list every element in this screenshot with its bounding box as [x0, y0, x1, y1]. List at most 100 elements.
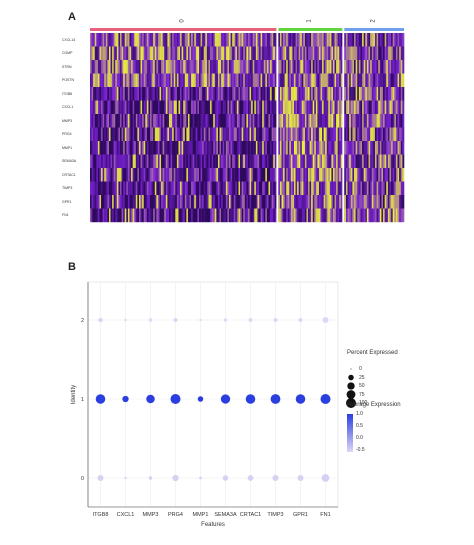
heatmap-cell [127, 114, 130, 128]
heatmap-cell [203, 168, 206, 182]
heatmap-cell [145, 100, 148, 115]
heatmap-cell [259, 33, 261, 47]
heatmap-cell [113, 141, 116, 155]
heatmap-cell [216, 87, 219, 101]
heatmap-cell [304, 87, 307, 101]
heatmap-cell [394, 60, 397, 74]
heatmap-cell [211, 114, 214, 128]
heatmap-cell [274, 168, 277, 182]
heatmap-cell [284, 46, 287, 61]
heatmap-cell [255, 73, 258, 88]
heatmap-cell [252, 46, 255, 61]
heatmap-cell [140, 60, 143, 74]
heatmap-cell [102, 46, 105, 61]
heatmap-cell [225, 208, 228, 223]
heatmap-cell [274, 100, 277, 115]
heatmap-cell [112, 154, 114, 169]
heatmap-cell [273, 46, 276, 61]
heatmap-cell [279, 195, 282, 209]
heatmap-cell [244, 127, 247, 142]
heatmap-cell [363, 114, 366, 128]
gene-label-strn: STRN [62, 64, 72, 69]
heatmap-cell [315, 100, 318, 115]
heatmap-cell [249, 100, 252, 115]
heatmap-cell [381, 181, 384, 196]
heatmap-cell [154, 127, 157, 142]
heatmap-cell [199, 208, 201, 223]
heatmap-cell [210, 141, 212, 155]
heatmap-cell [127, 33, 130, 47]
heatmap-cell [240, 141, 242, 155]
heatmap-cell [156, 195, 159, 209]
heatmap-cell [349, 100, 352, 115]
heatmap-cell [203, 127, 206, 142]
heatmap-cell [105, 33, 108, 47]
heatmap-cell [295, 168, 298, 182]
heatmap-cell [249, 195, 252, 209]
heatmap-cell [121, 195, 124, 209]
heatmap-cell [213, 60, 216, 74]
heatmap-cell [391, 195, 394, 209]
heatmap-cell [292, 87, 295, 101]
heatmap-cell [101, 73, 103, 88]
heatmap-cell [241, 73, 244, 88]
heatmap-cell [208, 46, 211, 61]
heatmap-cell [266, 168, 269, 182]
heatmap-cell [363, 46, 366, 61]
heatmap-cell [107, 73, 110, 88]
heatmap-cell [229, 141, 231, 155]
heatmap-cell [323, 114, 326, 128]
heatmap-cell [349, 46, 352, 61]
heatmap-cell [402, 46, 405, 61]
heatmap-cell [278, 181, 281, 196]
heatmap-cell [123, 127, 126, 142]
x-tick-label-mmp3: MMP3 [143, 512, 159, 518]
heatmap-cell [383, 100, 385, 115]
heatmap-cell [183, 87, 186, 101]
heatmap-cell [241, 208, 244, 223]
heatmap-cell [360, 60, 363, 74]
heatmap-cell [173, 87, 176, 101]
heatmap-cell [189, 46, 192, 61]
heatmap-cell [161, 87, 163, 101]
heatmap-cell [178, 181, 181, 196]
heatmap-cell [168, 33, 171, 47]
heatmap-cell [362, 181, 364, 196]
heatmap-cell [170, 114, 173, 128]
heatmap-cell [241, 46, 244, 61]
heatmap-cell [90, 60, 92, 74]
heatmap-cell [217, 60, 220, 74]
heatmap-cell [167, 46, 170, 61]
heatmap-cell [273, 181, 276, 196]
heatmap-cell [113, 100, 116, 115]
heatmap-cell [368, 181, 371, 196]
heatmap-cell [274, 181, 277, 196]
heatmap-cell [143, 127, 146, 142]
heatmap-cell [306, 181, 309, 196]
heatmap-cell [183, 181, 186, 196]
heatmap-cell [168, 46, 171, 61]
heatmap-cell [135, 141, 138, 155]
heatmap-cell [363, 73, 366, 88]
heatmap-cell [129, 87, 132, 101]
heatmap-cell [235, 60, 238, 74]
heatmap-cell [318, 154, 321, 169]
heatmap-cell [197, 195, 200, 209]
heatmap-cell [135, 46, 138, 61]
heatmap-cell [331, 208, 334, 223]
dot-sema3a-2 [223, 318, 228, 322]
heatmap-cell [126, 33, 129, 47]
heatmap-cell [202, 73, 205, 88]
heatmap-cell [96, 141, 99, 155]
heatmap-cell [244, 87, 247, 101]
heatmap-cell [142, 168, 145, 182]
heatmap-cell [135, 33, 138, 47]
heatmap-cell [121, 154, 124, 169]
heatmap-cell [219, 114, 222, 128]
heatmap-cell [137, 141, 140, 155]
heatmap-cell [203, 33, 206, 47]
heatmap-cell [365, 181, 368, 196]
heatmap-cell [236, 141, 239, 155]
heatmap-cell [99, 87, 102, 101]
heatmap-cell [140, 127, 143, 142]
